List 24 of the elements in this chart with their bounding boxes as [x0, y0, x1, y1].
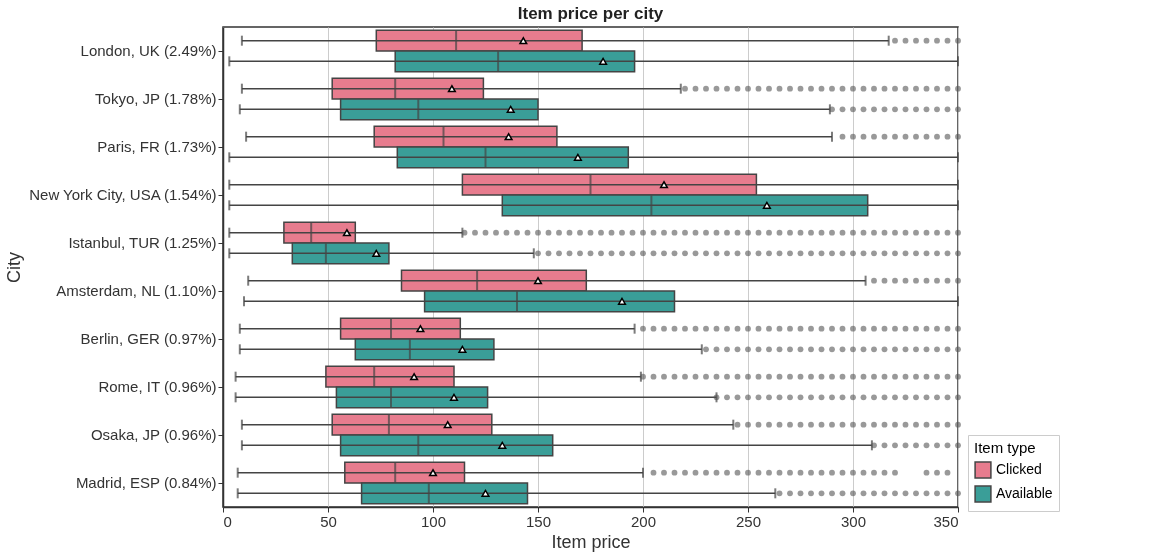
x-tick-label: 200 — [630, 512, 657, 530]
x-tick-label: 100 — [420, 512, 447, 530]
chart-title: Item price per city — [517, 4, 664, 23]
legend-label: Available — [996, 485, 1053, 501]
x-tick-label: 150 — [525, 512, 552, 530]
legend-label: Clicked — [996, 461, 1042, 477]
x-tick-label: 0 — [223, 512, 232, 530]
y-axis-title: City — [4, 252, 25, 283]
y-tick-label: Berlin, GER (0.97%) — [80, 330, 217, 347]
y-tick-label: London, UK (2.49%) — [80, 42, 217, 59]
x-tick-label: 300 — [840, 512, 867, 530]
y-tick-label: Amsterdam, NL (1.10%) — [56, 282, 217, 299]
y-tick-label: Osaka, JP (0.96%) — [90, 426, 217, 443]
x-tick-label: 350 — [933, 512, 959, 530]
x-axis-title: Item price — [551, 531, 631, 552]
y-tick-label: Rome, IT (0.96%) — [98, 378, 217, 395]
y-tick-label: Madrid, ESP (0.84%) — [75, 474, 217, 491]
x-tick-label: 250 — [735, 512, 762, 530]
y-tick-label: Istanbul, TUR (1.25%) — [68, 234, 217, 251]
y-tick-label: Tokyo, JP (1.78%) — [95, 90, 217, 107]
legend-title: Item type — [974, 439, 1036, 456]
y-tick-label: New York City, USA (1.54%) — [29, 186, 217, 203]
y-tick-label: Paris, FR (1.73%) — [97, 138, 217, 155]
x-tick-label: 50 — [320, 512, 337, 530]
